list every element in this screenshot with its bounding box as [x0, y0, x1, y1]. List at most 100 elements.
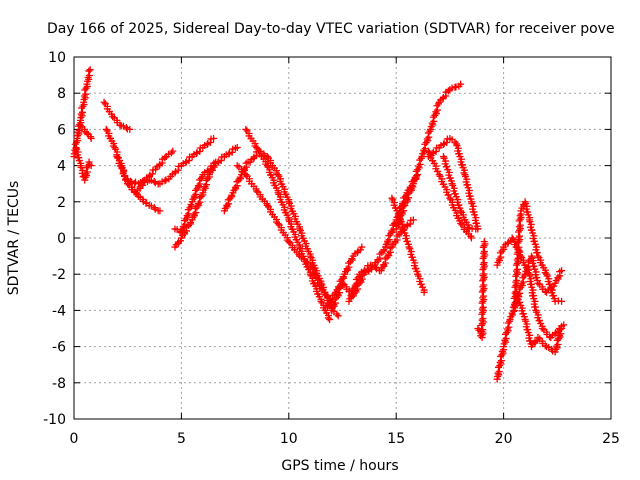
data-point: [497, 357, 505, 365]
data-point: [116, 121, 124, 129]
data-point: [384, 237, 392, 245]
data-point: [388, 227, 396, 235]
data-point: [351, 281, 359, 289]
data-point: [191, 186, 199, 194]
data-point: [274, 220, 282, 228]
data-point: [156, 207, 164, 215]
data-point: [495, 255, 503, 263]
data-point: [382, 240, 390, 248]
data-point: [242, 125, 250, 133]
data-point: [372, 263, 380, 271]
data-point: [82, 84, 90, 92]
data-point: [541, 287, 549, 295]
series-track-t: [424, 147, 475, 242]
data-point: [233, 144, 241, 151]
data-points: [70, 66, 568, 383]
data-point: [113, 153, 121, 161]
y-tick-label: -10: [43, 412, 66, 428]
data-point: [196, 176, 204, 184]
axis-ticks: -10 -8 -6 -4 -2 0 2 4 6 8 10 0 5 10 15 20 25: [43, 50, 620, 447]
data-point: [480, 249, 488, 257]
series-track-s: [424, 134, 482, 233]
data-point: [397, 212, 405, 220]
data-point: [296, 225, 304, 233]
data-point: [76, 122, 84, 130]
data-point: [100, 98, 108, 106]
data-point: [193, 185, 201, 193]
data-point: [531, 303, 539, 311]
chart-title: Day 166 of 2025, Sidereal Day-to-day VTE…: [47, 21, 615, 37]
data-point: [87, 134, 95, 142]
y-tick-label: -4: [52, 303, 66, 319]
series-track-g: [122, 134, 218, 188]
y-tick-label: 2: [57, 195, 66, 211]
data-point: [306, 252, 314, 260]
series-track-b: [72, 144, 95, 184]
data-point: [285, 216, 293, 224]
data-point: [179, 222, 187, 230]
data-point: [404, 190, 412, 198]
data-point: [480, 238, 488, 246]
data-point: [502, 335, 510, 343]
data-point: [558, 297, 566, 305]
series-track-f: [113, 147, 177, 197]
data-point: [480, 270, 488, 278]
data-point: [285, 198, 293, 206]
data-point: [516, 221, 524, 229]
x-tick-label: 15: [387, 431, 405, 447]
data-point: [150, 204, 158, 212]
data-point: [329, 304, 337, 312]
data-point: [541, 342, 549, 350]
data-point: [444, 87, 452, 95]
data-point: [496, 358, 504, 366]
data-point: [479, 314, 487, 322]
data-point: [274, 189, 282, 197]
data-point: [85, 67, 93, 75]
y-tick-label: -2: [52, 267, 66, 283]
data-point: [479, 283, 487, 291]
data-point: [394, 219, 402, 227]
data-point: [556, 326, 564, 334]
data-point: [388, 194, 396, 202]
y-tick-label: -6: [52, 340, 66, 356]
data-point: [553, 342, 561, 350]
data-point: [407, 185, 415, 193]
data-point: [546, 333, 554, 341]
data-point: [479, 292, 487, 300]
data-point: [102, 125, 110, 133]
x-tick-label: 25: [602, 431, 620, 447]
data-point: [381, 255, 389, 263]
series-track-c: [76, 122, 95, 142]
data-point: [197, 192, 205, 200]
x-axis-label: GPS time / hours: [281, 458, 398, 474]
data-point: [480, 259, 488, 267]
data-point: [85, 158, 93, 166]
data-point: [169, 147, 177, 155]
data-point: [464, 223, 472, 231]
data-point: [331, 295, 339, 303]
data-point: [80, 92, 88, 100]
data-point: [505, 323, 513, 331]
data-point: [555, 335, 563, 343]
data-point: [83, 129, 91, 137]
data-point: [428, 119, 436, 127]
data-point: [508, 234, 516, 242]
data-point: [558, 325, 566, 332]
data-point: [354, 274, 362, 282]
data-point: [383, 253, 391, 261]
data-point: [86, 66, 94, 74]
data-point: [399, 203, 407, 211]
series-track-z: [510, 198, 566, 314]
data-point: [324, 314, 332, 322]
series-track-q: [388, 194, 428, 296]
data-point: [398, 208, 406, 216]
data-point: [346, 295, 354, 303]
data-point: [193, 203, 201, 211]
series-track-d: [100, 98, 134, 133]
data-point: [161, 154, 169, 162]
data-point: [479, 303, 487, 311]
data-point: [186, 204, 194, 212]
data-point: [479, 326, 487, 334]
data-point: [478, 316, 486, 324]
data-point: [79, 102, 87, 110]
